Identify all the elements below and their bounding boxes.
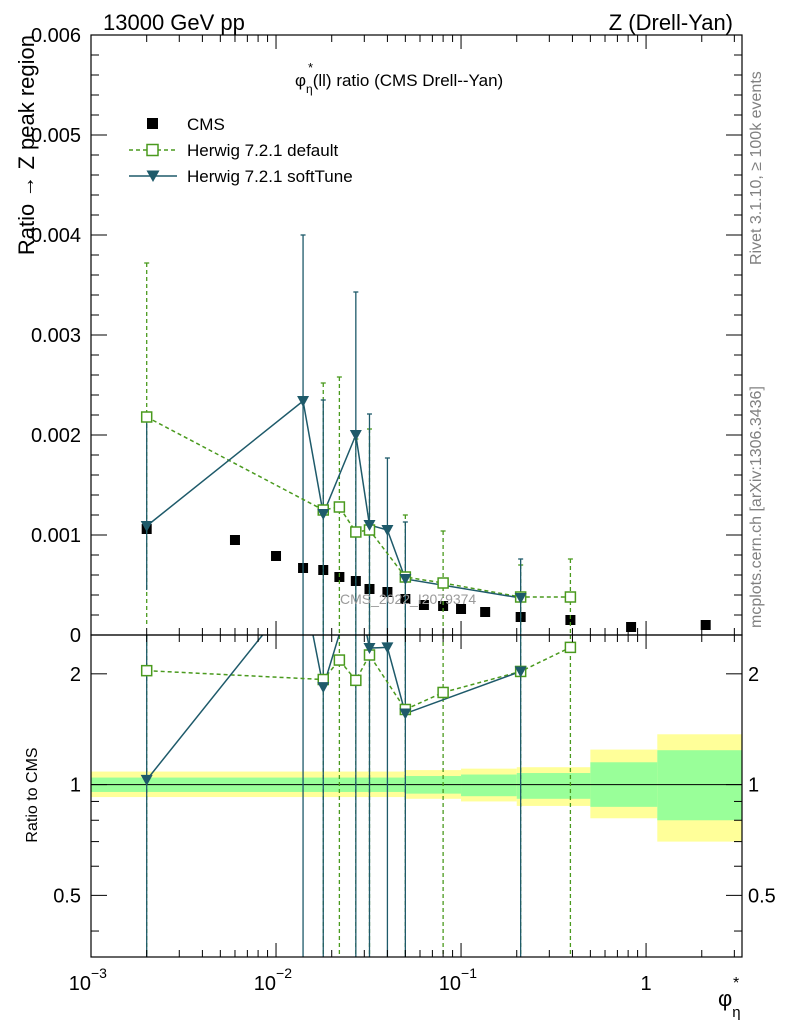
cms-point — [438, 601, 449, 611]
x-tick-label: 10 — [69, 973, 91, 995]
plot-title: φη(ll) ratio (CMS Drell--Yan) — [295, 71, 503, 96]
legend-marker-default — [146, 143, 159, 157]
cms-point — [456, 604, 467, 614]
mcplots-label: mcplots.cern.ch [arXiv:1306.3436] — [748, 386, 765, 628]
default-series-line — [146, 416, 571, 598]
ratio-y-axis-label: Ratio to CMS — [24, 747, 41, 842]
watermark: CMS_2022_I2079374 — [340, 591, 476, 607]
x-tick-label: 1 — [641, 973, 652, 995]
ratio-softtune-point — [317, 682, 330, 694]
x-tick-label-exponent: −3 — [91, 965, 107, 981]
legend-label-default: Herwig 7.2.1 default — [187, 141, 338, 160]
ratio-y-tick-label-right: 1 — [748, 775, 759, 797]
title-eta: η — [306, 82, 313, 96]
default-point — [140, 411, 153, 423]
softtune-point — [514, 593, 527, 604]
softtune-point — [399, 574, 412, 585]
ratio-y-tick-label: 2 — [70, 664, 81, 686]
default-point — [333, 501, 346, 513]
ratio-y-tick-label-right: 2 — [748, 664, 759, 686]
legend-label-cms: CMS — [187, 115, 225, 134]
cms-point — [565, 615, 576, 625]
header-right: Z (Drell-Yan) — [609, 10, 733, 35]
cms-point — [700, 620, 711, 630]
band-green-segment — [657, 750, 742, 821]
softtune-point — [363, 520, 376, 531]
main-y-tick-label: 0.003 — [31, 325, 81, 347]
title-rest: (ll) ratio (CMS Drell--Yan) — [313, 71, 503, 90]
main-y-tick-label: 0 — [70, 625, 81, 647]
ratio-panel-frame — [90, 634, 743, 958]
softtune-point — [349, 430, 362, 441]
ratio-default-point — [350, 674, 362, 687]
ratio-softtune-point — [514, 666, 527, 678]
ratio-y-tick-label-right: 0.5 — [748, 885, 776, 907]
cms-point — [271, 551, 282, 561]
ratio-panel-marks — [140, 635, 577, 957]
softtune-point — [140, 521, 153, 532]
ratio-uncertainty-bands — [91, 734, 742, 842]
ratio-softtune-point — [363, 643, 376, 655]
band-green-segment — [516, 773, 591, 799]
ratio-softtune-point — [381, 642, 394, 654]
header-left: 13000 GeV pp — [103, 10, 245, 35]
legend-label-softtune: Herwig 7.2.1 softTune — [187, 167, 353, 186]
main-y-tick-label: 0.002 — [31, 425, 81, 447]
ratio-y-tick-label: 0.5 — [53, 885, 81, 907]
x-tick-label-exponent: −1 — [461, 965, 477, 981]
softtune-point — [297, 396, 310, 407]
cms-point — [480, 607, 491, 617]
ratio-softtune-point — [140, 774, 153, 786]
softtune-point — [381, 525, 394, 536]
main-panel-marks — [140, 234, 711, 635]
x-axis-label-star: * — [733, 975, 739, 992]
main-y-tick-label: 0.006 — [31, 25, 81, 47]
x-tick-label: 10 — [254, 973, 276, 995]
ratio-softtune-line — [146, 635, 521, 781]
rivet-label: Rivet 3.1.10, ≥ 100k events — [748, 71, 765, 265]
axes: 10 −3 10 −2 10 −1 100.0010.0020.0030.0040.0050… — [31, 25, 776, 995]
x-tick-label: 10 — [439, 973, 461, 995]
ratio-y-tick-label: 1 — [70, 775, 81, 797]
main-y-axis-label: Ratio → Z peak region — [14, 35, 39, 255]
main-y-tick-label: 0.001 — [31, 525, 81, 547]
legend-marker-cms — [147, 118, 158, 129]
default-point — [437, 577, 449, 589]
x-axis-label: φη — [718, 986, 741, 1021]
softtune-point — [317, 509, 330, 520]
ratio-default-point — [564, 641, 577, 654]
title-star: * — [308, 60, 313, 75]
cms-point — [418, 600, 429, 610]
cms-point — [229, 535, 240, 545]
softtune-series-line — [146, 399, 521, 599]
ratio-default-point — [333, 654, 346, 666]
cms-point — [626, 622, 637, 632]
main-y-tick-label: 0.004 — [31, 225, 81, 247]
x-axis-label-eta: η — [732, 1004, 740, 1021]
legend-marker-softtune — [146, 170, 160, 182]
ratio-default-point — [437, 686, 449, 699]
default-point — [564, 591, 577, 603]
ratio-default-line — [146, 646, 571, 711]
ratio-softtune-point — [399, 708, 412, 720]
band-green-segment — [461, 774, 517, 797]
title-phi: φ — [295, 71, 306, 90]
main-y-tick-label: 0.005 — [31, 125, 81, 147]
legend: CMS Herwig 7.2.1 default Herwig 7.2.1 so… — [129, 115, 353, 186]
x-axis-label-phi: φ — [718, 986, 732, 1011]
default-point — [350, 526, 362, 538]
x-tick-label-exponent: −2 — [276, 965, 292, 981]
ratio-default-point — [140, 664, 153, 677]
